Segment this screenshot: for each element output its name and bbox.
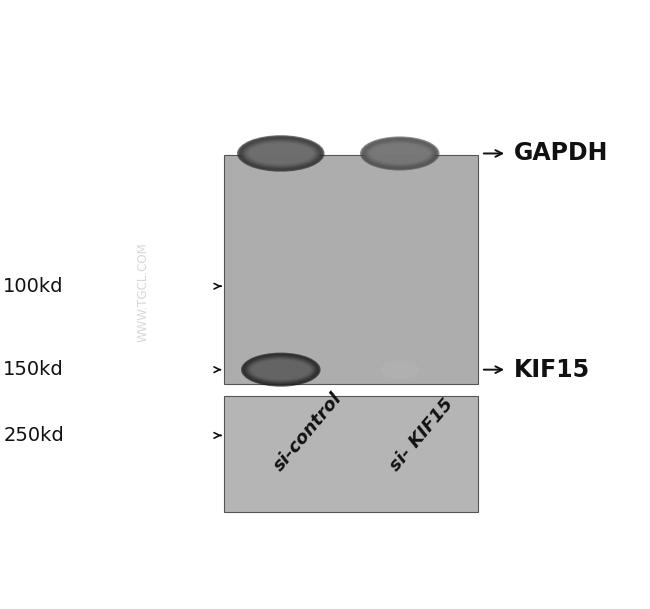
- Ellipse shape: [362, 138, 437, 169]
- Ellipse shape: [245, 141, 317, 166]
- Ellipse shape: [248, 357, 313, 382]
- Text: KIF15: KIF15: [514, 357, 590, 382]
- Text: WWW.TGCL.COM: WWW.TGCL.COM: [136, 242, 150, 342]
- Ellipse shape: [360, 136, 439, 171]
- Ellipse shape: [239, 136, 323, 171]
- Text: GAPDH: GAPDH: [514, 141, 608, 166]
- Text: si- KIF15: si- KIF15: [387, 395, 458, 474]
- Ellipse shape: [366, 141, 434, 166]
- Ellipse shape: [241, 353, 320, 387]
- Ellipse shape: [367, 141, 432, 166]
- Ellipse shape: [241, 138, 320, 169]
- Text: 150kd: 150kd: [3, 360, 64, 379]
- Bar: [224, 396, 478, 512]
- Ellipse shape: [237, 135, 324, 172]
- Ellipse shape: [363, 139, 436, 168]
- Ellipse shape: [250, 359, 311, 380]
- Ellipse shape: [244, 140, 318, 167]
- Ellipse shape: [240, 137, 322, 170]
- Ellipse shape: [247, 357, 315, 382]
- Text: 250kd: 250kd: [3, 426, 64, 445]
- Ellipse shape: [369, 143, 430, 164]
- Bar: [224, 155, 478, 384]
- Ellipse shape: [365, 140, 435, 167]
- Ellipse shape: [252, 361, 310, 379]
- Ellipse shape: [243, 354, 318, 385]
- Ellipse shape: [248, 143, 314, 164]
- Text: 100kd: 100kd: [3, 276, 64, 296]
- Text: si-control: si-control: [270, 389, 345, 474]
- Ellipse shape: [242, 139, 319, 168]
- Ellipse shape: [244, 355, 317, 384]
- Ellipse shape: [242, 353, 319, 386]
- Ellipse shape: [250, 359, 312, 381]
- Ellipse shape: [369, 143, 431, 164]
- Ellipse shape: [246, 356, 316, 383]
- Ellipse shape: [361, 137, 438, 170]
- Ellipse shape: [246, 141, 315, 166]
- Ellipse shape: [370, 144, 429, 163]
- Ellipse shape: [249, 144, 313, 164]
